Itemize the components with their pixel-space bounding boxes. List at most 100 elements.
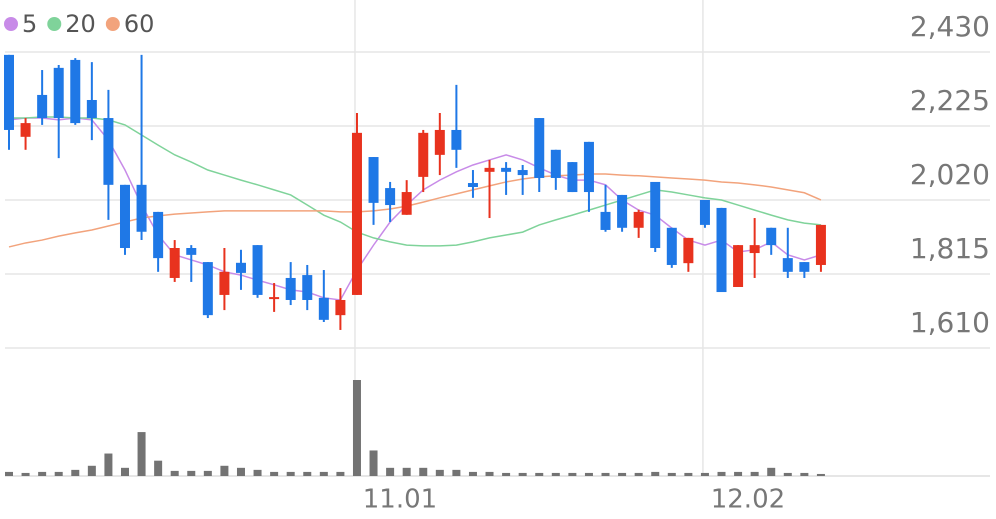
volume-bar bbox=[750, 471, 759, 476]
legend-swatch bbox=[105, 17, 120, 31]
candle-body bbox=[699, 199, 710, 225]
candle-body bbox=[517, 170, 528, 176]
legend-swatch bbox=[4, 17, 18, 31]
candle-body bbox=[119, 184, 130, 249]
volume-bar bbox=[468, 471, 477, 476]
volume-bar bbox=[435, 469, 444, 476]
volume-bar bbox=[104, 453, 113, 476]
volume-bar bbox=[336, 471, 345, 476]
candle-body bbox=[451, 129, 462, 150]
candle-body bbox=[202, 262, 213, 316]
volume-bar bbox=[667, 472, 676, 476]
candle-body bbox=[766, 227, 777, 246]
moving-average-line bbox=[8, 173, 822, 248]
candle-body bbox=[20, 123, 31, 137]
volume-bar bbox=[236, 467, 245, 476]
volume-bar bbox=[402, 467, 411, 476]
candle-body bbox=[86, 99, 97, 119]
volume-bar bbox=[618, 472, 627, 476]
volume-bar bbox=[286, 471, 295, 476]
volume-bar bbox=[220, 465, 229, 476]
candle-body bbox=[583, 141, 594, 193]
volume-bar bbox=[319, 471, 328, 476]
volume-bar bbox=[87, 465, 96, 476]
candle-body bbox=[4, 54, 14, 130]
volume-bar bbox=[170, 470, 179, 476]
volume-bar bbox=[369, 450, 378, 476]
candle-body bbox=[749, 245, 760, 254]
volume-bar bbox=[419, 467, 428, 476]
candle-body bbox=[70, 59, 81, 124]
volume-bar bbox=[270, 471, 279, 476]
candle-body bbox=[633, 211, 644, 228]
volume-bar bbox=[601, 472, 610, 476]
y-tick-label: 1,610 bbox=[910, 306, 990, 339]
volume-bar bbox=[303, 471, 312, 476]
legend-swatch bbox=[47, 17, 62, 31]
candle-body bbox=[368, 157, 379, 203]
candle-body bbox=[716, 207, 727, 293]
candle-body bbox=[53, 67, 64, 119]
volume-bar bbox=[485, 471, 494, 476]
volume-bar bbox=[5, 471, 13, 476]
volume-bar bbox=[187, 470, 196, 476]
candle-body bbox=[401, 192, 412, 215]
candle-body bbox=[484, 167, 495, 172]
volume-bar bbox=[535, 472, 544, 476]
candle-body bbox=[37, 94, 48, 119]
candle-body bbox=[136, 184, 147, 232]
legend-label: 5 bbox=[22, 10, 37, 38]
volume-bar bbox=[584, 472, 593, 476]
candle-body bbox=[351, 132, 362, 295]
y-tick-label: 2,430 bbox=[910, 10, 990, 43]
volume-bar bbox=[783, 472, 792, 476]
candle-body bbox=[169, 248, 180, 278]
candle-body bbox=[153, 211, 164, 259]
volume-bar bbox=[734, 471, 743, 476]
volume-bar bbox=[120, 467, 129, 476]
legend-label: 60 bbox=[124, 10, 155, 38]
volume-bar bbox=[137, 432, 146, 476]
volume-bar bbox=[717, 471, 726, 476]
candle-body bbox=[418, 132, 429, 177]
volume-bar bbox=[684, 472, 693, 476]
y-tick-label: 2,225 bbox=[910, 84, 990, 117]
volume-bar bbox=[386, 467, 395, 476]
x-tick-label: 11.01 bbox=[363, 485, 437, 515]
volume-bar bbox=[551, 472, 560, 476]
candle-body bbox=[335, 299, 346, 316]
volume-bar bbox=[71, 469, 80, 476]
candle-body bbox=[434, 129, 445, 155]
candle-body bbox=[235, 262, 246, 273]
volume-bar bbox=[352, 380, 361, 476]
volume-bar bbox=[651, 471, 660, 476]
volume-bar bbox=[154, 460, 163, 476]
candle-body bbox=[600, 211, 611, 230]
volume-bar bbox=[767, 467, 776, 476]
candle-body bbox=[186, 248, 197, 255]
moving-average-line bbox=[8, 117, 822, 301]
volume-bar bbox=[253, 469, 262, 476]
legend-label: 20 bbox=[65, 10, 96, 38]
candle-body bbox=[467, 183, 478, 187]
moving-average-line bbox=[9, 116, 822, 247]
candle-body bbox=[550, 149, 561, 178]
volume-bar bbox=[38, 471, 47, 476]
candle-body bbox=[799, 262, 810, 272]
volume-bar bbox=[700, 472, 709, 476]
x-tick-label: 12.02 bbox=[711, 485, 785, 515]
candle-body bbox=[782, 258, 793, 272]
candle-body bbox=[219, 271, 230, 295]
candle-body bbox=[617, 194, 628, 228]
volume-bar bbox=[634, 472, 643, 476]
candle-body bbox=[683, 237, 694, 264]
y-tick-label: 2,020 bbox=[910, 158, 990, 191]
candle-body bbox=[733, 245, 744, 287]
candle-body bbox=[567, 162, 578, 193]
candle-body bbox=[252, 245, 263, 295]
volume-bar bbox=[816, 473, 825, 476]
candle-body bbox=[650, 181, 661, 249]
candle-body bbox=[285, 277, 296, 300]
volume-bar bbox=[502, 472, 511, 476]
